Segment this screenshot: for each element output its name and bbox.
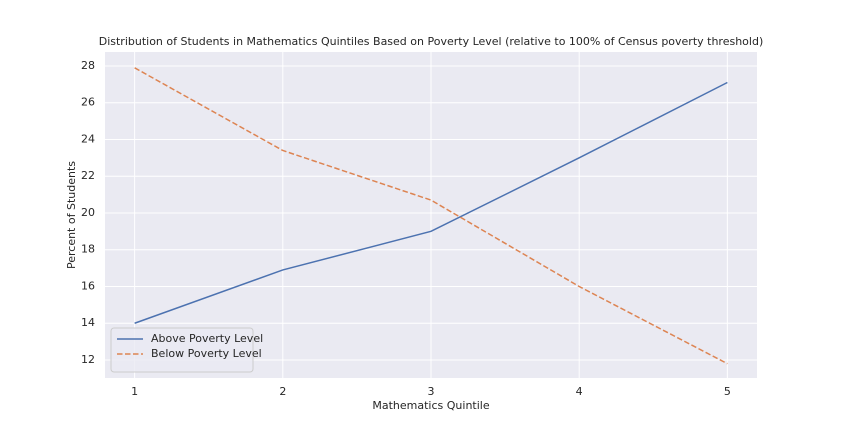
chart-title: Distribution of Students in Mathematics … <box>99 35 764 48</box>
line-series <box>134 67 728 365</box>
x-tick-label: 2 <box>279 385 286 398</box>
y-tick-label: 28 <box>81 59 95 72</box>
y-tick-label: 12 <box>81 353 95 366</box>
y-tick-label: 24 <box>81 132 95 145</box>
y-tick-label: 18 <box>81 243 95 256</box>
legend-label: Above Poverty Level <box>151 332 263 345</box>
x-tick-label: 5 <box>724 385 731 398</box>
x-tick-label: 4 <box>576 385 583 398</box>
legend-label: Below Poverty Level <box>151 347 262 360</box>
y-tick-label: 14 <box>81 316 95 329</box>
line-series <box>134 81 728 324</box>
y-axis-label: Percent of Students <box>65 161 78 269</box>
x-tick-label: 1 <box>131 385 138 398</box>
x-axis-label: Mathematics Quintile <box>372 399 489 412</box>
x-tick-label: 3 <box>428 385 435 398</box>
legend: Above Poverty Level Below Poverty Level <box>110 327 263 373</box>
y-tick-label: 16 <box>81 279 95 292</box>
legend-box <box>110 327 254 373</box>
y-tick-label: 26 <box>81 96 95 109</box>
y-tick-label: 22 <box>81 169 95 182</box>
y-tick-label: 20 <box>81 206 95 219</box>
